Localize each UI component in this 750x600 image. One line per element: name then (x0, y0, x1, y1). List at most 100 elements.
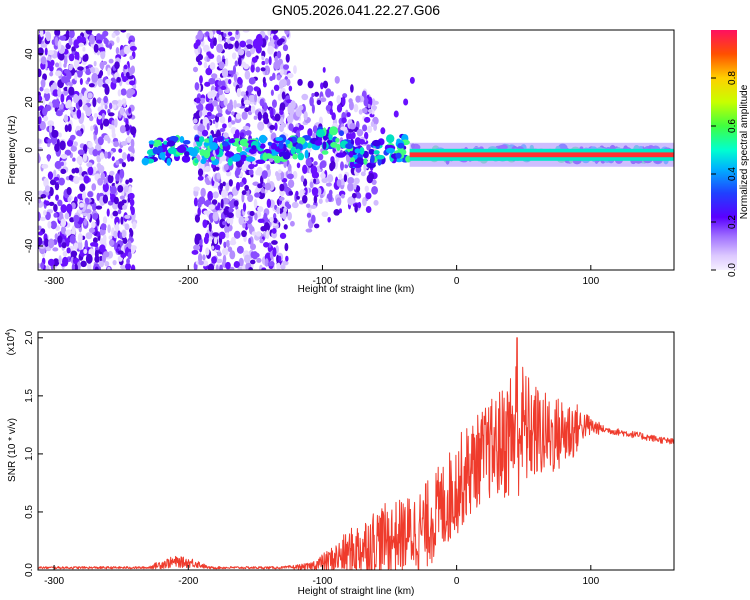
noise-blob (241, 264, 247, 270)
signal-blob (314, 140, 323, 146)
noise-blob (128, 192, 135, 200)
noise-blob (260, 67, 266, 72)
noise-blob (313, 161, 318, 166)
noise-blob (125, 118, 129, 126)
noise-blob (129, 156, 135, 162)
noise-blob (88, 115, 94, 122)
noise-blob (226, 102, 234, 112)
signal-blob (395, 157, 403, 163)
noise-blob (356, 185, 361, 193)
noise-blob (364, 185, 370, 193)
noise-blob (54, 36, 59, 47)
noise-blob (54, 233, 58, 240)
noise-blob (231, 111, 235, 116)
noise-blob (223, 42, 229, 50)
noise-blob (310, 165, 318, 175)
noise-blob (105, 78, 112, 84)
x-tick-label: 100 (582, 576, 599, 587)
signal-blob (233, 153, 241, 162)
noise-blob (103, 177, 107, 185)
noise-blob (318, 153, 324, 161)
noise-blob (289, 220, 295, 227)
noise-blob (358, 138, 366, 145)
strong-core (409, 152, 674, 158)
noise-blob (253, 86, 260, 92)
noise-blob (38, 225, 42, 231)
noise-blob (119, 125, 126, 134)
noise-blob (201, 129, 209, 137)
noise-blob (257, 218, 265, 223)
noise-blob (325, 88, 332, 98)
noise-blob (211, 73, 218, 79)
noise-blob (50, 59, 55, 67)
noise-blob (108, 239, 115, 247)
noise-blob (129, 245, 136, 254)
noise-blob (279, 183, 285, 192)
noise-blob (73, 176, 80, 185)
noise-blob (255, 66, 261, 73)
noise-blob (242, 202, 247, 212)
noise-blob (307, 80, 314, 89)
noise-blob (111, 99, 119, 105)
noise-blob (368, 96, 373, 107)
noise-blob (39, 244, 46, 249)
noise-blob (63, 63, 67, 68)
colorbar-tick-label: 0.0 (727, 263, 738, 277)
noise-blob (218, 88, 224, 96)
noise-blob (40, 194, 47, 199)
noise-blob (351, 131, 356, 139)
noise-blob (114, 61, 120, 70)
noise-blob (202, 254, 206, 261)
noise-blob (47, 171, 54, 180)
noise-blob (59, 140, 66, 151)
noise-blob (343, 174, 348, 183)
noise-blob (98, 260, 105, 268)
signal-blob (397, 142, 405, 149)
noise-blob (58, 255, 62, 265)
noise-blob (286, 173, 294, 180)
noise-blob (295, 190, 299, 197)
noise-blob (261, 170, 268, 179)
x-tick-label: -200 (178, 576, 198, 587)
y-tick-label: 40 (24, 48, 35, 60)
noise-blob (205, 67, 213, 76)
noise-blob (279, 196, 285, 201)
noise-blob (195, 97, 200, 104)
noise-blob (357, 130, 364, 136)
noise-blob (49, 179, 57, 186)
noise-blob (74, 51, 79, 60)
noise-blob (199, 75, 203, 84)
noise-blob (109, 185, 117, 195)
noise-blob (215, 264, 219, 270)
noise-blob (320, 82, 324, 90)
noise-blob (288, 123, 294, 131)
noise-blob (83, 218, 88, 226)
noise-blob (216, 112, 223, 118)
noise-blob (85, 30, 93, 35)
signal-blob (267, 141, 273, 146)
noise-blob (112, 210, 119, 217)
noise-blob (193, 197, 198, 207)
noise-blob (248, 87, 252, 97)
noise-blob (127, 145, 135, 152)
signal-blob (386, 134, 395, 144)
noise-blob (128, 88, 136, 95)
noise-blob (94, 125, 99, 136)
y-tick-label: 1.5 (24, 388, 35, 402)
noise-blob (83, 248, 88, 254)
noise-blob (239, 40, 247, 48)
noise-blob (264, 58, 269, 65)
noise-blob (82, 152, 88, 162)
noise-blob (55, 194, 59, 201)
noise-blob (241, 230, 247, 238)
signal-blob (184, 151, 190, 157)
noise-blob (297, 78, 303, 86)
noise-blob (45, 265, 50, 270)
noise-blob (126, 153, 131, 162)
noise-blob (90, 125, 94, 132)
noise-blob (245, 130, 252, 136)
noise-blob (44, 47, 48, 56)
noise-blob (209, 30, 214, 39)
noise-blob (78, 99, 83, 107)
